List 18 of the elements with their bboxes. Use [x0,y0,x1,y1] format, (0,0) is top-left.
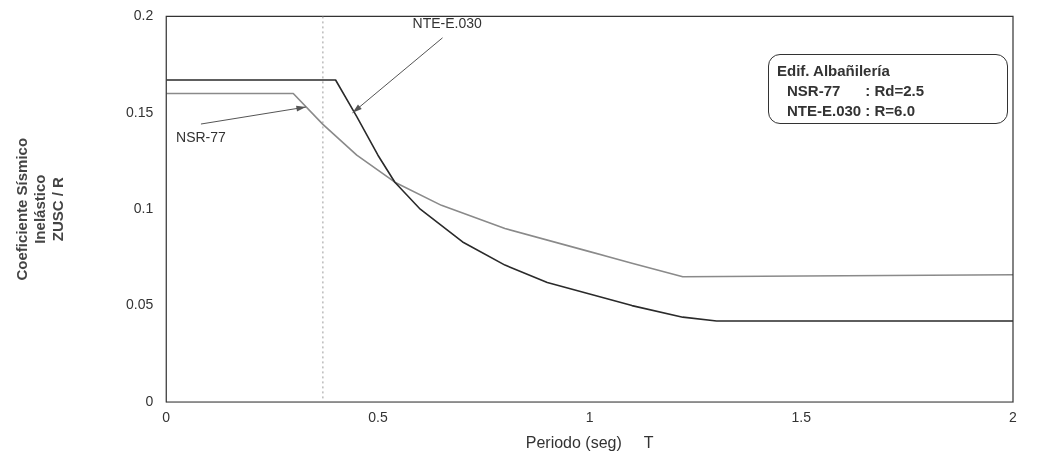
y-tick-label: 0 [145,392,154,409]
annotation: NSR-77 [176,129,227,146]
annotation: NTE-E.030 : R=6.0 [786,101,916,122]
note-box: Edif. Albañilería NSR-77 : Rd=2.5 NTE-E.030 : R=6.0 [768,54,1008,125]
x-tick-label: 0 [162,409,171,426]
x-tick-label: 1 [585,409,594,426]
x-axis-title: Periodo (seg) T [525,433,654,451]
annotation: NSR-77 : Rd=2.5 [786,81,926,102]
y-tick-label: 0.05 [126,296,154,313]
y-tick-label: 0.15 [126,103,154,120]
y-axis-title: Coeficiente Sísmico Inelástico ZUSC / R [13,137,67,281]
y-tick-label: 0.1 [133,200,154,217]
annotation: Edif. Albañilería [777,61,891,82]
annotation: NTE-E.030 [412,14,482,31]
x-tick-label: 2 [1009,409,1018,426]
x-tick-label: 1.5 [791,409,812,426]
y-tick-label: 0.2 [133,7,154,24]
x-tick-label: 0.5 [368,409,388,426]
